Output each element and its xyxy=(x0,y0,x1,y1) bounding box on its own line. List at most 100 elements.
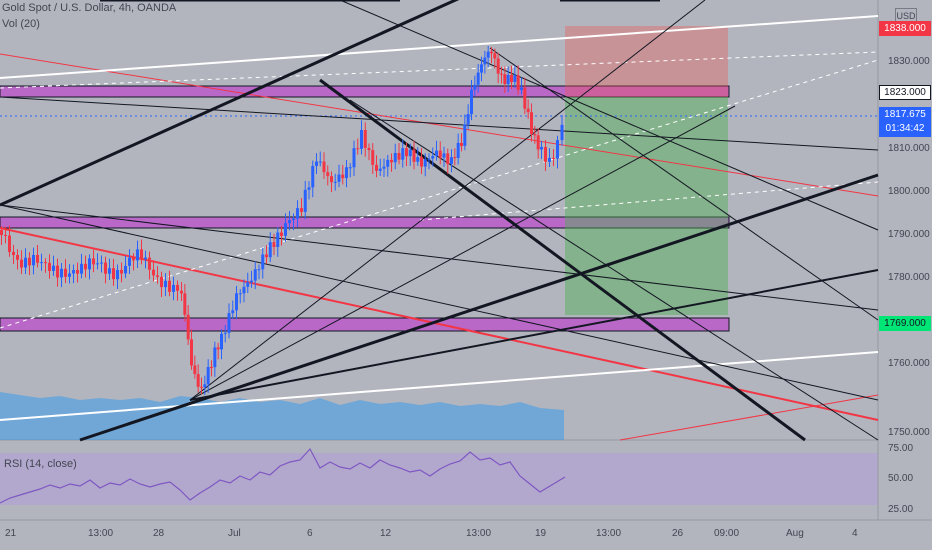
candle-body xyxy=(28,257,31,266)
candle-body xyxy=(378,168,382,171)
white-trendline-bottom[interactable] xyxy=(0,351,879,421)
time-tick: 13:00 xyxy=(88,528,114,539)
candle-body xyxy=(516,75,520,90)
candle-body xyxy=(193,365,197,375)
candle-body xyxy=(231,310,235,314)
time-tick: Aug xyxy=(786,528,804,539)
black-thin-7[interactable] xyxy=(489,47,879,321)
price-tick: 1750.000 xyxy=(888,427,930,438)
candle-body xyxy=(104,262,107,274)
candle-body xyxy=(390,159,393,163)
black-thin-8[interactable] xyxy=(349,99,879,441)
red-trendline-upper[interactable] xyxy=(0,53,879,197)
white-trendline-top[interactable] xyxy=(0,15,879,79)
red-trendline-lower[interactable] xyxy=(0,227,879,421)
time-tick: 12 xyxy=(380,528,392,539)
red-trendline-bottom[interactable] xyxy=(619,394,879,441)
candle-body xyxy=(431,155,435,159)
current-price-badge: 1817.675 01:34:42 xyxy=(879,107,931,137)
candle-body xyxy=(36,254,39,263)
candle-body xyxy=(24,257,27,268)
black-thin-9[interactable] xyxy=(0,204,879,311)
candle-body xyxy=(345,167,348,179)
candle-body xyxy=(190,339,193,366)
zone-1823[interactable] xyxy=(0,85,730,98)
candle-body xyxy=(315,161,318,166)
candle-body xyxy=(453,157,457,159)
candle-body xyxy=(16,255,19,260)
candle-body xyxy=(493,53,497,59)
candle-body xyxy=(12,251,15,256)
candle-body xyxy=(533,134,537,136)
price-tick: 1780.000 xyxy=(888,272,930,283)
candle-body xyxy=(268,242,272,258)
candle-body xyxy=(386,159,390,167)
stop-loss-zone[interactable] xyxy=(565,26,728,97)
candle-body xyxy=(20,259,23,268)
candle-body xyxy=(446,153,450,164)
candle-body xyxy=(560,124,564,141)
white-dashed-mid[interactable] xyxy=(0,59,879,329)
candle-body xyxy=(172,284,175,292)
price-tick: 1810.000 xyxy=(888,143,930,154)
time-tick: 13:00 xyxy=(466,528,492,539)
volume-indicator-label[interactable]: Vol (20) xyxy=(2,18,40,30)
candle-body xyxy=(463,124,467,146)
candle-body xyxy=(84,263,87,270)
time-tick: 09:00 xyxy=(714,528,740,539)
candle-body xyxy=(397,152,401,160)
black-descending-thick[interactable] xyxy=(319,78,806,442)
candle-body xyxy=(132,257,135,261)
rsi-indicator-label[interactable]: RSI (14, close) xyxy=(4,458,77,470)
black-thin-3[interactable] xyxy=(189,105,736,401)
candle-body xyxy=(88,258,91,270)
candle-body xyxy=(186,314,190,340)
candle-body xyxy=(318,161,322,163)
white-dashed-top[interactable] xyxy=(0,51,879,89)
candle-body xyxy=(200,386,203,388)
candle-body xyxy=(180,290,183,294)
candle-body xyxy=(76,270,79,274)
candle-body xyxy=(326,172,330,177)
candle-body xyxy=(322,161,326,173)
candle-body xyxy=(503,74,507,85)
candle-body xyxy=(44,262,47,264)
candle-body xyxy=(120,269,123,274)
candle-body xyxy=(466,114,470,125)
candle-body xyxy=(216,347,220,350)
candle-body xyxy=(213,347,217,368)
candle-body xyxy=(360,130,363,149)
candle-body xyxy=(52,265,55,271)
price-axis[interactable]: 1830.000 1810.000 1800.000 1790.000 1780… xyxy=(878,0,932,440)
rsi-axis[interactable]: 75.00 50.00 25.00 xyxy=(878,440,932,520)
candle-body xyxy=(144,257,147,260)
time-tick: 4 xyxy=(852,528,858,539)
black-thin-4[interactable] xyxy=(189,269,879,401)
black-thin-5[interactable] xyxy=(189,0,706,401)
black-thin-6[interactable] xyxy=(339,0,879,231)
candle-body xyxy=(330,176,333,183)
candle-body xyxy=(520,87,523,90)
volume-area xyxy=(0,392,564,440)
candle-body xyxy=(250,280,253,283)
zone-1769[interactable] xyxy=(0,317,730,332)
candle-body xyxy=(401,148,405,160)
candle-body xyxy=(348,167,352,169)
candle-body xyxy=(223,332,227,334)
candle-body xyxy=(300,208,303,212)
time-axis[interactable]: 21 13:00 28 Jul 6 12 13:00 19 13:00 26 0… xyxy=(0,520,878,550)
candle-body xyxy=(296,208,299,219)
level-1769-badge: 1769.000 xyxy=(879,316,931,331)
rsi-tick: 25.00 xyxy=(888,504,914,515)
symbol-title[interactable]: Gold Spot / U.S. Dollar, 4h, OANDA xyxy=(2,2,177,14)
black-thin-2[interactable] xyxy=(0,96,879,151)
zone-1791[interactable] xyxy=(0,216,730,229)
black-channel-top[interactable] xyxy=(0,0,500,207)
take-profit-zone[interactable] xyxy=(565,97,728,315)
candlestick-series[interactable] xyxy=(0,45,564,396)
candle-body xyxy=(96,263,99,265)
time-tick: 28 xyxy=(153,528,165,539)
black-thin-1[interactable] xyxy=(0,204,879,401)
